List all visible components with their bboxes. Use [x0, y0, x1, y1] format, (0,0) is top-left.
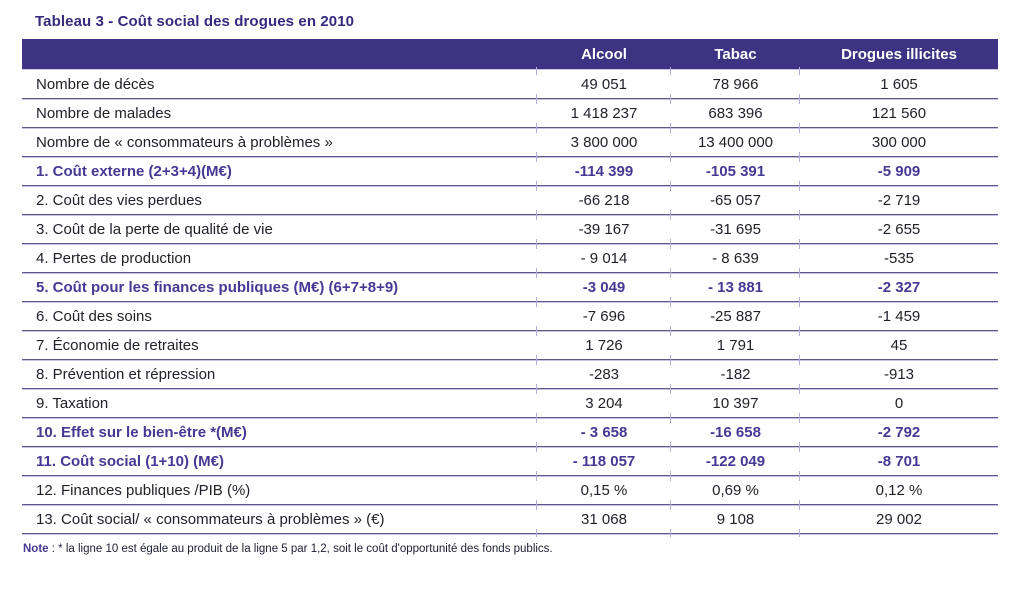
- cell-value-alcool: -114 399: [536, 154, 671, 189]
- table-row: 12. Finances publiques /PIB (%) 0,15 % 0,6…: [22, 473, 998, 508]
- table-row: Nombre de malades 1 418 237 683 396 121 560: [22, 96, 998, 131]
- cell-value-drogues-illicites: 1 605: [799, 67, 998, 102]
- cell-value-tabac: 78 966: [670, 67, 800, 102]
- footnote-label: Note: [23, 543, 49, 555]
- cell-value-alcool: -39 167: [536, 212, 671, 247]
- footnote: Note : * la ligne 10 est égale au produi…: [23, 543, 998, 555]
- cell-value-alcool: -283: [536, 357, 671, 392]
- footnote-text: * la ligne 10 est égale au produit de la…: [58, 543, 553, 555]
- cell-value-tabac: -65 057: [670, 183, 800, 218]
- row-label: 7. Économie de retraites: [22, 331, 537, 360]
- cell-value-drogues-illicites: -1 459: [799, 299, 998, 334]
- cell-value-alcool: 49 051: [536, 67, 671, 102]
- cell-value-drogues-illicites: -8 701: [799, 444, 998, 479]
- row-label: 13. Coût social/ « consommateurs à probl…: [22, 505, 537, 534]
- table-row: 7. Économie de retraites 1 726 1 791 45: [22, 328, 998, 363]
- table-row: Nombre de décès 49 051 78 966 1 605: [22, 67, 998, 102]
- cell-value-alcool: 3 204: [536, 386, 671, 421]
- header-row: Alcool Tabac Drogues illicites: [22, 39, 998, 70]
- cell-value-tabac: -182: [670, 357, 800, 392]
- cell-value-tabac: - 13 881: [670, 270, 800, 305]
- row-label: 12. Finances publiques /PIB (%): [22, 476, 537, 505]
- cell-value-drogues-illicites: 300 000: [799, 125, 998, 160]
- column-header-drogues-illicites: Drogues illicites: [800, 39, 998, 70]
- table-row: 10. Effet sur le bien-être *(M€) - 3 658-…: [22, 415, 998, 450]
- cell-value-alcool: -66 218: [536, 183, 671, 218]
- row-label: 6. Coût des soins: [22, 302, 537, 331]
- row-label: 8. Prévention et répression: [22, 360, 537, 389]
- cell-value-alcool: 31 068: [536, 502, 671, 537]
- cell-value-tabac: 13 400 000: [670, 125, 800, 160]
- column-header-empty: [22, 39, 537, 70]
- table-row: 11. Coût social (1+10) (M€) - 118 057 -122…: [22, 444, 998, 479]
- row-label: 4. Pertes de production: [22, 244, 537, 273]
- table-header: Alcool Tabac Drogues illicites: [22, 39, 998, 70]
- row-label: 5. Coût pour les finances publiques (M€)…: [22, 273, 537, 302]
- table-row: 4. Pertes de production - 9 014- 8 639 -53…: [22, 241, 998, 276]
- column-header-alcool: Alcool: [537, 39, 671, 70]
- row-label: Nombre de décès: [22, 70, 537, 99]
- cell-value-drogues-illicites: -913: [799, 357, 998, 392]
- table-row: 1. Coût externe (2+3+4)(M€) -114 399 -105 …: [22, 154, 998, 189]
- cell-value-drogues-illicites: -2 792: [799, 415, 998, 450]
- cell-value-drogues-illicites: 121 560: [799, 96, 998, 131]
- cell-value-drogues-illicites: 45: [799, 328, 998, 363]
- cell-value-drogues-illicites: -2 327: [799, 270, 998, 305]
- table-title: Tableau 3 - Coût social des drogues en 2…: [35, 13, 355, 30]
- cell-value-tabac: 683 396: [670, 96, 800, 131]
- row-label: 9. Taxation: [22, 389, 537, 418]
- cell-value-drogues-illicites: -5 909: [799, 154, 998, 189]
- cell-value-tabac: -25 887: [670, 299, 800, 334]
- row-label: Nombre de « consommateurs à problèmes »: [22, 128, 537, 157]
- cell-value-drogues-illicites: 0,12 %: [799, 473, 998, 508]
- table-row: 13. Coût social/ « consommateurs à probl…: [22, 502, 998, 537]
- cell-value-alcool: -3 049: [536, 270, 671, 305]
- cell-value-tabac: 0,69 %: [670, 473, 800, 508]
- cell-value-tabac: - 8 639: [670, 241, 800, 276]
- table-row: 8. Prévention et répression -283 -182 -913: [22, 357, 998, 392]
- cell-value-drogues-illicites: -2 655: [799, 212, 998, 247]
- table-row: 9. Taxation 3 204 10 397 0: [22, 386, 998, 421]
- footnote-separator: :: [48, 543, 59, 555]
- cell-value-alcool: 1 418 237: [536, 96, 671, 131]
- cell-value-alcool: - 3 658: [536, 415, 671, 450]
- cell-value-drogues-illicites: -2 719: [799, 183, 998, 218]
- cell-value-tabac: -31 695: [670, 212, 800, 247]
- table-row: 5. Coût pour les finances publiques (M€)…: [22, 270, 998, 305]
- table-row: 6. Coût des soins -7 696 -25 887 -1 459: [22, 299, 998, 334]
- row-label: 10. Effet sur le bien-être *(M€): [22, 418, 537, 447]
- table-row: 2. Coût des vies perdues -66 218 -65 057 -2…: [22, 183, 998, 218]
- cell-value-drogues-illicites: 0: [799, 386, 998, 421]
- cell-value-tabac: -122 049: [670, 444, 800, 479]
- cell-value-drogues-illicites: -535: [799, 241, 998, 276]
- cell-value-alcool: 3 800 000: [536, 125, 671, 160]
- row-label: 2. Coût des vies perdues: [22, 186, 537, 215]
- cell-value-alcool: - 9 014: [536, 241, 671, 276]
- cell-value-alcool: 0,15 %: [536, 473, 671, 508]
- cell-value-drogues-illicites: 29 002: [799, 502, 998, 537]
- cell-value-tabac: -16 658: [670, 415, 800, 450]
- table-row: Nombre de « consommateurs à problèmes » 3…: [22, 125, 998, 160]
- row-label: Nombre de malades: [22, 99, 537, 128]
- row-label: 11. Coût social (1+10) (M€): [22, 447, 537, 476]
- social-cost-table: Alcool Tabac Drogues illicites Nombre de d…: [22, 39, 998, 537]
- row-label: 3. Coût de la perte de qualité de vie: [22, 215, 537, 244]
- cell-value-alcool: -7 696: [536, 299, 671, 334]
- column-header-tabac: Tabac: [671, 39, 800, 70]
- cell-value-tabac: 9 108: [670, 502, 800, 537]
- cell-value-tabac: -105 391: [670, 154, 800, 189]
- row-label: 1. Coût externe (2+3+4)(M€): [22, 157, 537, 186]
- cell-value-tabac: 10 397: [670, 386, 800, 421]
- table-body: Nombre de décès 49 051 78 966 1 605 Nombre d…: [22, 67, 998, 537]
- cell-value-tabac: 1 791: [670, 328, 800, 363]
- cell-value-alcool: - 118 057: [536, 444, 671, 479]
- table-row: 3. Coût de la perte de qualité de vie -39…: [22, 212, 998, 247]
- cell-value-alcool: 1 726: [536, 328, 671, 363]
